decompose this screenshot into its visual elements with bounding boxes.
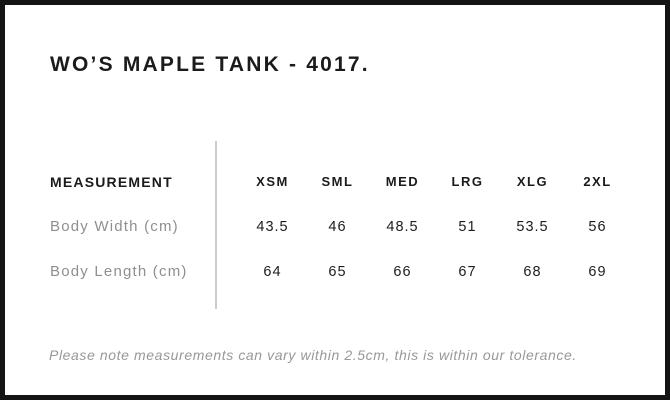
body-length-sml-value: 65	[328, 263, 347, 280]
body-width-sml-value: 46	[328, 218, 347, 235]
column-header-lrg: LRG	[451, 174, 484, 189]
tolerance-note: Please note measurements can vary within…	[49, 347, 577, 363]
body-length-2xl-value: 69	[588, 263, 607, 280]
body-width-xsm-value: 43.5	[256, 218, 289, 235]
column-header-xlg: XLG	[516, 174, 549, 189]
size-table: MEASUREMENT XSM SML MED LRG XLG 2XL Body…	[50, 159, 630, 294]
table-divider-line	[215, 141, 217, 309]
body-width-lrg-value: 51	[458, 218, 477, 235]
column-header-sml: SML	[321, 174, 354, 189]
row-label-body-length: Body Length (cm)	[50, 263, 188, 280]
column-header-med: MED	[385, 174, 420, 189]
column-header-xsm: XSM	[256, 174, 289, 189]
row-label-body-width: Body Width (cm)	[50, 218, 179, 235]
body-length-lrg-value: 67	[458, 263, 477, 280]
body-length-med-value: 66	[393, 263, 412, 280]
column-header-2xl: 2XL	[583, 174, 612, 189]
product-title: WO’S MAPLE TANK - 4017.	[50, 53, 370, 76]
body-length-xlg-value: 68	[523, 263, 542, 280]
body-length-xsm-value: 64	[263, 263, 282, 280]
body-width-2xl-value: 56	[588, 218, 607, 235]
body-width-med-value: 48.5	[386, 218, 419, 235]
column-header-measurement: MEASUREMENT	[50, 173, 173, 190]
body-width-xlg-value: 53.5	[516, 218, 549, 235]
